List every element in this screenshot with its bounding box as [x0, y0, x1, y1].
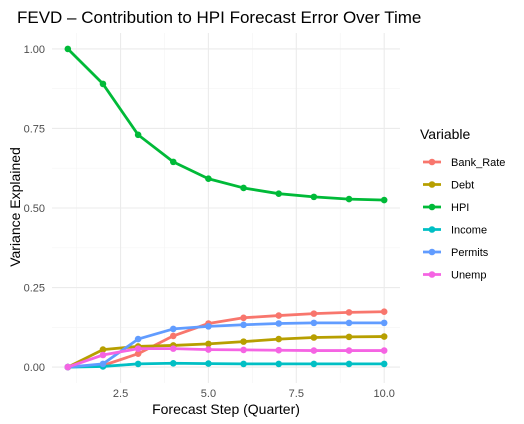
data-point-permits [275, 320, 283, 327]
data-point-bank-rate [380, 308, 388, 316]
legend-title: Variable [420, 126, 471, 142]
data-point-hpi [240, 184, 247, 192]
series-line-unemp [66, 347, 386, 369]
x-tick-label: 7.5 [289, 388, 304, 400]
series-unemp [64, 345, 388, 371]
legend-label: Debt [451, 180, 474, 192]
data-point-income [169, 359, 177, 367]
legend-key-point [428, 248, 436, 256]
legend-item-debt: Debt [423, 180, 474, 192]
data-point-debt [275, 335, 283, 343]
data-point-bank-rate [240, 314, 247, 322]
series-line-debt [66, 335, 386, 369]
data-point-debt [205, 340, 212, 348]
data-point-permits [205, 323, 212, 330]
y-tick-label: 1.00 [24, 44, 45, 56]
y-tick-label: 0.75 [24, 123, 45, 135]
y-tick-label: 0.00 [24, 362, 45, 374]
data-point-hpi [275, 190, 283, 197]
data-point-income [134, 360, 142, 368]
data-point-debt [240, 338, 247, 345]
legend-key-point [428, 158, 436, 166]
legend-label: Permits [451, 247, 489, 259]
data-point-bank-rate [345, 309, 353, 316]
data-point-hpi [169, 158, 177, 166]
data-point-debt [380, 333, 388, 340]
series-line-bank-rate [66, 310, 386, 369]
legend-item-unemp: Unemp [423, 270, 486, 282]
data-point-unemp [134, 345, 142, 352]
legend-item-income: Income [423, 225, 487, 237]
data-point-hpi [380, 196, 388, 204]
legend-item-hpi: HPI [423, 202, 469, 214]
chart-title: FEVD – Contribution to HPI Forecast Erro… [17, 8, 421, 27]
series-bank-rate [64, 308, 388, 371]
y-tick-label: 0.50 [24, 203, 45, 215]
data-point-hpi [345, 195, 353, 203]
data-point-permits [240, 321, 247, 329]
data-point-income [380, 360, 388, 368]
data-point-bank-rate [310, 310, 318, 317]
data-point-permits [169, 325, 177, 333]
legend-label: HPI [451, 202, 469, 214]
legend-label: Bank_Rate [451, 157, 505, 169]
data-point-hpi [205, 175, 212, 183]
y-axis-ticks: 0.00 0.25 0.50 0.75 1.00 [24, 44, 45, 374]
x-tick-label: 10.0 [373, 388, 394, 400]
legend-key-point [428, 271, 436, 278]
data-point-unemp [275, 346, 283, 354]
series-line-hpi [66, 47, 386, 202]
data-point-hpi [310, 193, 318, 201]
x-axis-ticks: 2.5 5.0 7.5 10.0 [113, 388, 395, 400]
data-point-permits [380, 319, 388, 327]
data-point-unemp [64, 363, 72, 371]
data-point-income [345, 360, 353, 368]
data-point-debt [310, 334, 318, 341]
data-point-unemp [169, 345, 177, 352]
series-hpi [64, 45, 388, 204]
data-point-debt [345, 333, 353, 341]
legend-item-bank-rate: Bank_Rate [423, 157, 505, 169]
x-tick-label: 5.0 [201, 388, 216, 400]
data-point-hpi [134, 131, 142, 139]
series-line-income [66, 361, 386, 369]
data-point-unemp [99, 351, 107, 359]
data-point-unemp [205, 346, 212, 353]
data-point-income [240, 360, 247, 368]
data-point-unemp [240, 346, 247, 354]
legend: Variable Bank_Rate Debt HPI Income Permits Un… [420, 126, 505, 282]
legend-label: Income [451, 225, 487, 237]
legend-item-permits: Permits [423, 247, 489, 259]
grid [52, 33, 400, 383]
x-axis-title: Forecast Step (Quarter) [152, 401, 300, 417]
y-tick-label: 0.25 [24, 283, 45, 295]
data-point-bank-rate [134, 350, 142, 358]
y-axis-title: Variance Explained [7, 147, 23, 267]
data-point-permits [99, 360, 107, 368]
legend-key-point [428, 181, 436, 188]
legend-key-point [428, 203, 436, 211]
data-point-income [310, 360, 318, 368]
data-point-permits [345, 319, 353, 327]
legend-key-point [428, 226, 436, 233]
data-point-income [275, 360, 283, 368]
data-point-bank-rate [169, 332, 177, 340]
legend-label: Unemp [451, 270, 486, 282]
data-point-unemp [345, 347, 353, 354]
data-point-income [205, 360, 212, 367]
data-point-permits [310, 319, 318, 327]
data-point-hpi [99, 80, 107, 88]
data-point-unemp [310, 347, 318, 354]
data-point-debt [99, 346, 107, 353]
data-point-unemp [380, 347, 388, 354]
data-point-permits [134, 335, 142, 343]
x-tick-label: 2.5 [113, 388, 128, 400]
data-point-hpi [64, 45, 72, 53]
data-point-bank-rate [275, 312, 283, 319]
series-layer [64, 45, 388, 371]
